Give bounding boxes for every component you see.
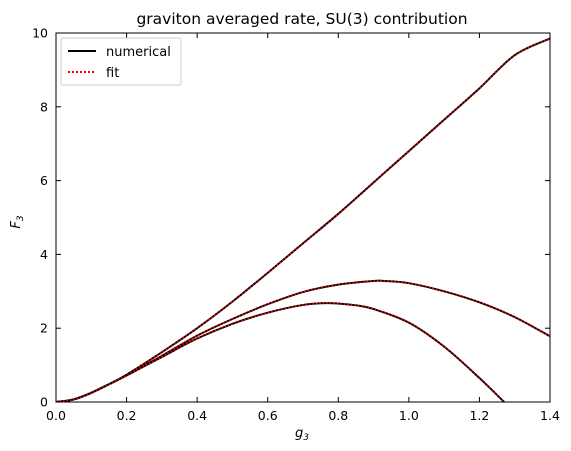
x-tick-label: 1.0 xyxy=(399,408,419,423)
legend-label-fit: fit xyxy=(106,66,119,81)
y-tick-label: 10 xyxy=(32,26,48,41)
legend: numerical fit xyxy=(60,37,182,86)
y-tick-label: 4 xyxy=(40,247,48,262)
y-tick-label: 8 xyxy=(40,99,48,114)
ticks: 0.0 0.2 0.4 0.6 0.8 1.0 1.2 1.4 0 2 4 6 8 10 xyxy=(32,26,560,424)
legend-box xyxy=(60,37,182,86)
legend-label-numerical: numerical xyxy=(106,45,171,60)
x-tick-label: 0.6 xyxy=(258,408,278,423)
curves xyxy=(56,37,550,402)
y-tick-label: 0 xyxy=(40,395,48,410)
numerical-curve-3 xyxy=(56,302,505,402)
numerical-curve-1 xyxy=(56,37,550,402)
x-tick-label: 0.8 xyxy=(328,408,348,423)
x-tick-label: 0.4 xyxy=(187,408,207,423)
x-axis-title: g3 xyxy=(295,426,309,443)
fit-curve-2 xyxy=(56,279,550,402)
y-axis-title: F3 xyxy=(9,215,26,228)
fit-curve-3 xyxy=(56,302,505,402)
chart-title: graviton averaged rate, SU(3) contributi… xyxy=(136,10,467,28)
x-tick-label: 0.0 xyxy=(46,408,66,423)
numerical-curve-2 xyxy=(56,279,550,402)
x-tick-label: 1.4 xyxy=(540,408,560,423)
fit-curve-1 xyxy=(56,37,550,402)
plot-area xyxy=(55,32,551,403)
plot-frame xyxy=(55,32,551,403)
x-tick-label: 1.2 xyxy=(469,408,489,423)
y-tick-label: 2 xyxy=(40,321,48,336)
y-tick-label: 6 xyxy=(40,173,48,188)
x-tick-label: 0.2 xyxy=(117,408,137,423)
